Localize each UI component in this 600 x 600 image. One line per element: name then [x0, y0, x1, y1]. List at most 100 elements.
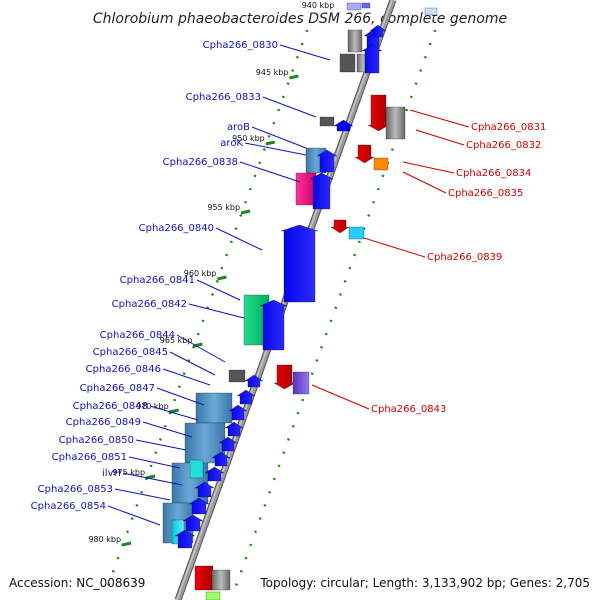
gene-block [195, 392, 233, 424]
scale-tick-label: 945 kbp [256, 68, 289, 77]
left-gene-label[interactable]: Cpha266_0838 [163, 157, 238, 168]
genome-title: Chlorobium phaeobacteroides DSM 266, com… [93, 11, 507, 27]
right-leader-line [409, 109, 470, 128]
left-leader-line [107, 505, 161, 526]
gene-labels: Cpha266_0830 Cpha266_0833 aroB aroK Cpha266_… [31, 40, 547, 512]
right-gene-label[interactable]: Cpha266_0835 [448, 188, 523, 199]
scale-tick-mark [121, 541, 132, 547]
gene-arrow [259, 299, 288, 351]
left-gene-label[interactable]: Cpha266_0847 [80, 383, 155, 394]
left-gene-label[interactable]: Cpha266_0849 [66, 417, 141, 428]
scale-tick-mark [217, 275, 227, 281]
left-leader-line [239, 161, 301, 183]
gene-arrow [194, 481, 215, 498]
gene-arrow [309, 172, 334, 210]
gene-arrow [174, 529, 196, 549]
right-leader-line [311, 384, 370, 410]
left-leader-line [262, 96, 317, 118]
gene-arrow [188, 497, 210, 515]
gene-block [205, 591, 221, 600]
left-gene-label[interactable]: Cpha266_0842 [112, 299, 187, 310]
right-gene-label[interactable]: Cpha266_0832 [466, 140, 541, 151]
left-gene-label[interactable]: Cpha266_0833 [186, 92, 261, 103]
scale-tick-mark [240, 209, 251, 215]
left-leader-line [122, 472, 183, 486]
gene-arrow [244, 374, 264, 388]
left-leader-line [149, 405, 199, 421]
left-leader-line [251, 126, 307, 149]
left-leader-line [215, 227, 263, 251]
genome-summary: Topology: circular; Length: 3,133,902 bp… [259, 576, 590, 590]
left-gene-label[interactable]: Cpha266_0830 [203, 40, 278, 51]
scale-tick-label: 975 kbp [112, 468, 145, 477]
scale-tick-label: 960 kbp [184, 269, 217, 278]
left-gene-label[interactable]: Cpha266_0851 [52, 452, 127, 463]
left-leader-line [162, 368, 211, 386]
gene-arrow [224, 421, 244, 437]
left-leader-line [279, 44, 331, 61]
gene-block [347, 29, 363, 53]
right-gene-label[interactable]: Cpha266_0843 [371, 404, 446, 415]
gene-block [211, 569, 231, 591]
gene-arrow [367, 94, 390, 132]
gene-arrow [316, 149, 338, 173]
scale-tick-mark [289, 74, 299, 80]
gene-block [348, 226, 365, 240]
gene-arrow [204, 466, 225, 482]
scale-tick-label: 955 kbp [207, 203, 240, 212]
left-leader-line [169, 351, 216, 376]
scale-tick-label: 950 kbp [232, 134, 265, 143]
left-leader-line [128, 456, 181, 469]
scale-tick-label: 980 kbp [88, 535, 121, 544]
gene-block [228, 369, 246, 383]
gene-arrow [354, 144, 375, 164]
gene-block [373, 157, 389, 171]
right-leader-line [415, 129, 465, 146]
left-gene-label[interactable]: Cpha266_0841 [120, 275, 195, 286]
gene-block [189, 459, 204, 479]
left-gene-label[interactable]: Cpha266_0846 [86, 364, 161, 375]
gene-arrow [211, 451, 231, 467]
left-gene-label[interactable]: Cpha266_0853 [38, 484, 113, 495]
accession-label: Accession: NC_008639 [9, 576, 145, 590]
left-gene-label[interactable]: Cpha266_0840 [139, 223, 214, 234]
left-leader-line [156, 387, 205, 406]
gene-arrow [330, 219, 350, 234]
gene-block [194, 565, 214, 591]
gene-arrow [218, 436, 238, 452]
left-gene-label[interactable]: aroK [220, 138, 243, 149]
left-leader-line [196, 279, 241, 301]
left-gene-label[interactable]: Cpha266_0844 [100, 330, 175, 341]
gene-block [339, 53, 356, 73]
left-gene-label[interactable]: Cpha266_0854 [31, 501, 106, 512]
gene-arrow [228, 404, 248, 421]
right-gene-label[interactable]: Cpha266_0834 [456, 168, 531, 179]
gene-arrow [273, 364, 296, 390]
right-gene-label[interactable]: Cpha266_0831 [471, 122, 546, 133]
right-gene-label[interactable]: Cpha266_0839 [427, 252, 502, 263]
left-leader-line [176, 334, 226, 363]
left-gene-label[interactable]: Cpha266_0845 [93, 347, 168, 358]
label-leaders [107, 44, 470, 526]
left-leader-line [244, 142, 307, 156]
gene-arrow [361, 44, 383, 74]
scale-tick-mark [169, 408, 180, 414]
top-partial-label: 940 kbp [302, 1, 335, 10]
left-gene-label[interactable]: Cpha266_0848 [73, 401, 148, 412]
left-leader-line [142, 421, 193, 438]
gene-arrow [182, 514, 204, 532]
gene-block [424, 7, 438, 16]
left-leader-line [114, 488, 171, 501]
gene-block [385, 106, 406, 140]
left-gene-label[interactable]: aroB [227, 122, 250, 133]
left-gene-label[interactable]: Cpha266_0850 [59, 435, 134, 446]
left-gene-label[interactable]: ilvH [102, 468, 121, 479]
gene-shapes [162, 2, 438, 600]
gene-block [346, 2, 362, 11]
gene-block [319, 116, 335, 127]
gene-arrow [333, 119, 354, 132]
right-leader-line [363, 237, 426, 258]
gene-block [361, 2, 371, 9]
